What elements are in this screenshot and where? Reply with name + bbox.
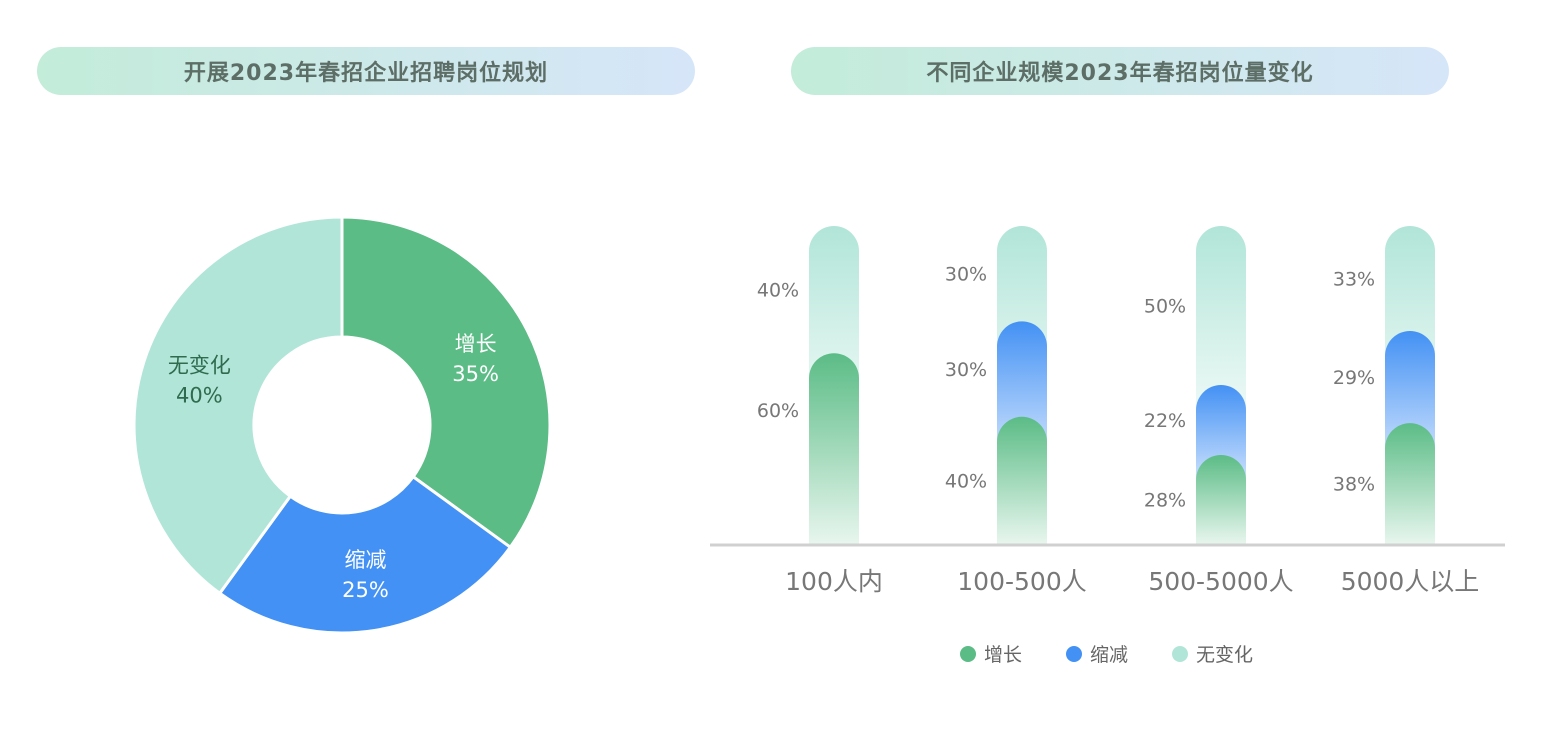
bar-label-increase-2: 28% <box>1144 489 1186 511</box>
bar-increase-1 <box>997 416 1047 544</box>
donut-slice-unchanged <box>132 215 344 596</box>
bar-chart-title: 不同企业规模2023年春招岗位量变化 <box>791 47 1449 95</box>
bar-label-unchanged-3: 33% <box>1333 268 1375 290</box>
bar-label-unchanged-0: 40% <box>757 280 799 302</box>
donut-slice-decrease <box>217 474 513 635</box>
legend-swatch-unchanged <box>1172 645 1189 662</box>
donut-hole <box>256 339 428 511</box>
legend-label-increase: 增长 <box>984 644 1023 666</box>
bar-label-decrease-3: 29% <box>1333 367 1375 389</box>
bar-label-increase-1: 40% <box>945 470 987 492</box>
x-tick-label: 5000人以上 <box>1341 567 1480 596</box>
legend-swatch-increase <box>960 645 976 662</box>
legend-label-decrease: 缩减 <box>1090 644 1129 666</box>
donut-value-decrease: 25% <box>342 578 389 602</box>
bar-label-unchanged-2: 50% <box>1144 296 1186 318</box>
bar-label-increase-0: 60% <box>757 400 799 422</box>
x-tick-label: 100-500人 <box>957 567 1086 596</box>
donut-label-increase: 增长 <box>455 332 497 356</box>
donut-label-unchanged: 无变化 <box>168 354 231 378</box>
legend: 增长 缩减 无变化 <box>960 640 1253 667</box>
legend-item-decrease: 缩减 <box>1066 640 1128 667</box>
donut-value-increase: 35% <box>452 362 499 386</box>
legend-swatch-decrease <box>1066 645 1083 662</box>
donut-slice-increase <box>340 215 552 550</box>
x-tick-label: 500-5000人 <box>1148 567 1293 596</box>
bar-increase-3 <box>1385 423 1435 544</box>
donut-chart: 增长 35% 缩减 25% 无变化 40% <box>132 215 552 635</box>
donut-chart-title: 开展2023年春招企业招聘岗位规划 <box>37 47 695 95</box>
bar-increase-2 <box>1196 454 1246 544</box>
bar-chart: 60% 40% 100人内 40% 30% 30% 100-500人 28% 22% 50% 500… <box>710 226 1505 596</box>
donut-label-decrease: 缩减 <box>344 548 386 572</box>
bar-increase-0 <box>809 353 859 544</box>
bar-label-decrease-2: 22% <box>1144 410 1186 432</box>
x-tick-label: 100人内 <box>785 567 883 596</box>
bar-label-increase-3: 38% <box>1333 474 1375 496</box>
bar-label-decrease-1: 30% <box>945 359 987 381</box>
bar-label-unchanged-1: 30% <box>945 264 987 286</box>
legend-item-increase: 增长 <box>960 640 1022 667</box>
legend-label-unchanged: 无变化 <box>1196 644 1254 666</box>
donut-value-unchanged: 40% <box>176 384 223 408</box>
legend-item-unchanged: 无变化 <box>1172 640 1253 667</box>
